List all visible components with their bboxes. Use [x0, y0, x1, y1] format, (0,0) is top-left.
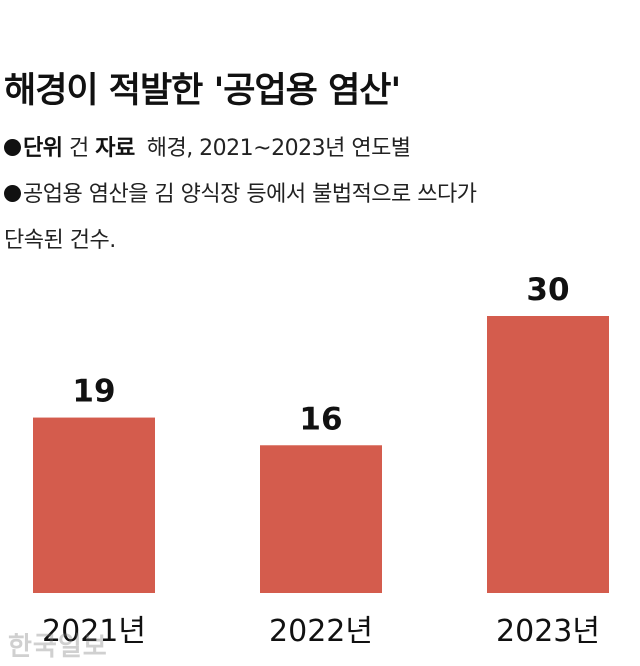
description-text-2: 단속된 건수. [4, 228, 116, 253]
x-tick-label-2023년: 2023년 [496, 614, 600, 649]
source-value: 해경, 2021~2023년 연도별 [146, 136, 411, 161]
description-line-2: 단속된 건수. [4, 222, 116, 254]
chart-title: 해경이 적발한 '공업용 염산' [4, 71, 401, 111]
watermark-logo: 한국일보 [8, 632, 108, 662]
data-label-2023년: 30 [526, 272, 569, 308]
bullet-icon [4, 139, 21, 156]
source-label: 자료 [95, 136, 135, 161]
x-tick-label-2021년: 2021년 [42, 614, 146, 649]
data-label-2021년: 19 [72, 374, 115, 410]
unit-value: 건 [68, 136, 89, 161]
x-tick-label-2022년: 2022년 [269, 614, 373, 649]
bullet-icon [4, 185, 21, 202]
bar-2022년 [260, 445, 382, 593]
data-label-2022년: 16 [299, 401, 342, 437]
description-line-1: 공업용 염산을 김 양식장 등에서 불법적으로 쓰다가 [4, 176, 477, 208]
unit-source-line: 단위 건 자료 해경, 2021~2023년 연도별 [4, 130, 411, 162]
bar-2021년 [33, 417, 155, 593]
bar-2023년 [487, 316, 609, 593]
description-text-1: 공업용 염산을 김 양식장 등에서 불법적으로 쓰다가 [23, 182, 477, 207]
unit-label: 단위 [23, 136, 63, 161]
